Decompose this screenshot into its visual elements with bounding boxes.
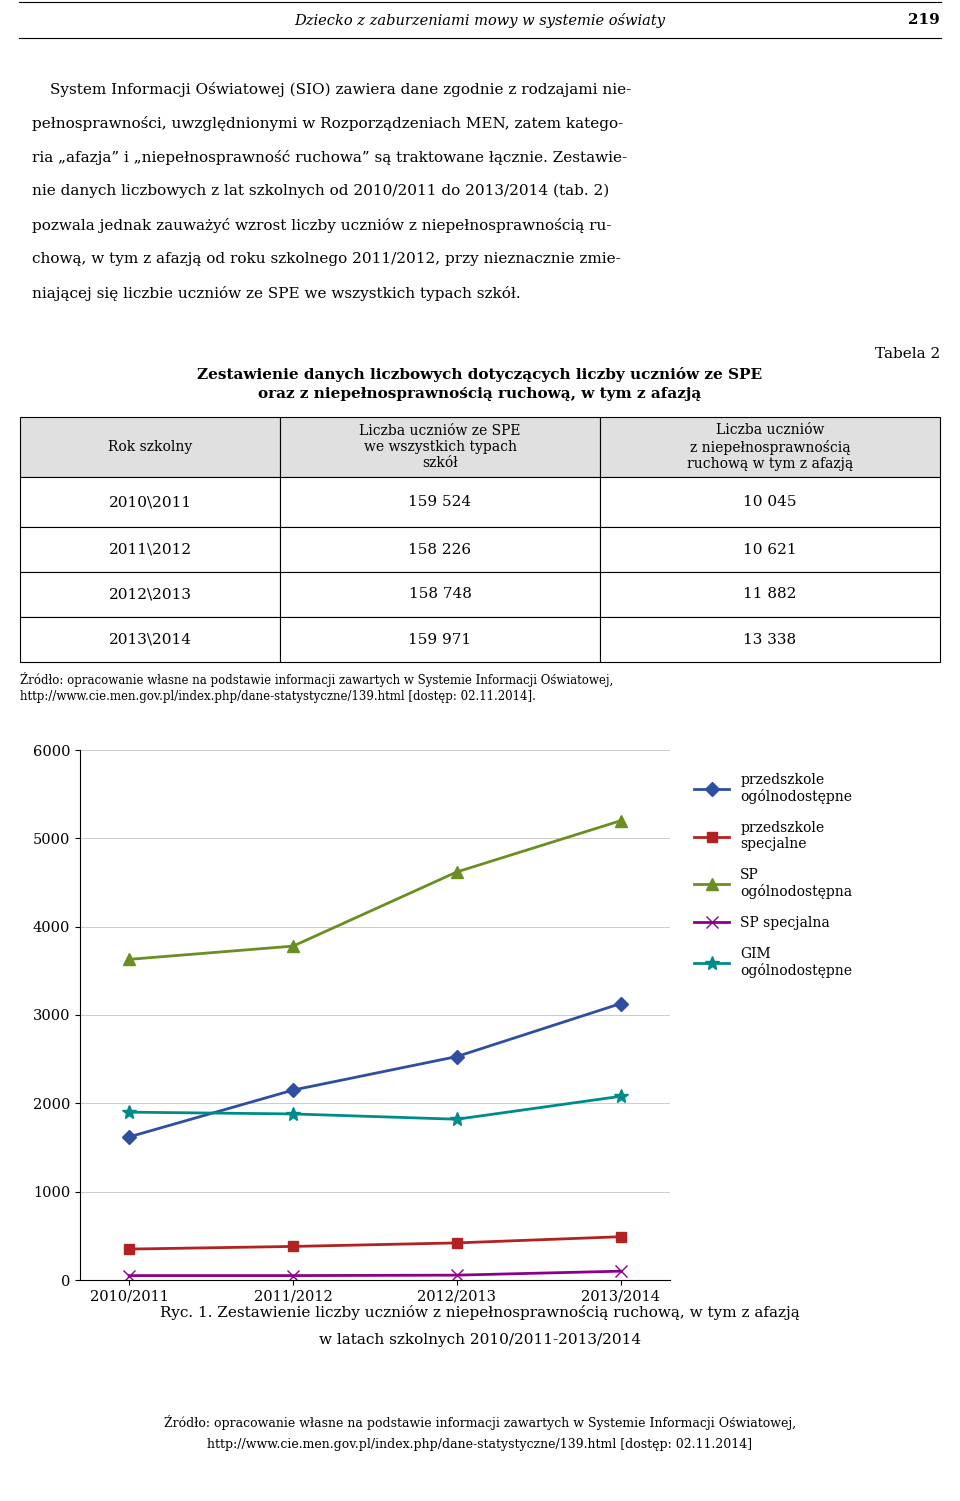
- Text: 10 045: 10 045: [743, 495, 797, 509]
- Text: 2010\2011: 2010\2011: [108, 495, 192, 509]
- Bar: [20, 617, 280, 662]
- Text: oraz z niepełnosprawnością ruchową, w tym z afazją: oraz z niepełnosprawnością ruchową, w ty…: [258, 387, 702, 401]
- Bar: [600, 477, 940, 527]
- SP
ogólnodostępna: [124, 950, 135, 968]
- Bar: [20, 527, 280, 572]
- Text: pełnosprawności, uwzględnionymi w Rozporządzeniach MEN, zatem katego-: pełnosprawności, uwzględnionymi w Rozpor…: [32, 116, 623, 131]
- przedszkole
ogólnodostępne: [287, 1081, 299, 1099]
- Bar: [20, 477, 280, 527]
- Bar: [20, 417, 940, 477]
- przedszkole
specjalne: [451, 1234, 463, 1252]
- Bar: [600, 572, 940, 617]
- SP
ogólnodostępna: [451, 863, 463, 881]
- przedszkole
ogólnodostępne: [615, 995, 627, 1013]
- Text: System Informacji Oświatowej (SIO) zawiera dane zgodnie z rodzajami nie-: System Informacji Oświatowej (SIO) zawie…: [50, 83, 632, 98]
- Text: chową, w tym z afazją od roku szkolnego 2011/2012, przy nieznacznie zmie-: chową, w tym z afazją od roku szkolnego …: [32, 252, 621, 266]
- Text: 13 338: 13 338: [743, 632, 797, 647]
- Legend: przedszkole
ogólnodostępne, przedszkole
specjalne, SP
ogólnodostępna, SP specjal: przedszkole ogólnodostępne, przedszkole …: [688, 767, 858, 983]
- Text: Źródło: opracowanie własne na podstawie informacji zawartych w Systemie Informac: Źródło: opracowanie własne na podstawie …: [164, 1415, 796, 1430]
- Text: http://www.cie.men.gov.pl/index.php/dane-statystyczne/139.html [dostęp: 02.11.20: http://www.cie.men.gov.pl/index.php/dane…: [20, 690, 536, 702]
- Bar: [280, 477, 600, 527]
- Text: ria „afazja” i „niepełnosprawność ruchowa” są traktowane łącznie. Zestawie-: ria „afazja” i „niepełnosprawność ruchow…: [32, 150, 627, 165]
- Bar: [600, 617, 940, 662]
- Bar: [280, 617, 600, 662]
- Text: pozwala jednak zauważyć wzrost liczby uczniów z niepełnosprawnością ru-: pozwala jednak zauważyć wzrost liczby uc…: [32, 218, 612, 233]
- Bar: [600, 527, 940, 572]
- Text: 158 226: 158 226: [408, 542, 471, 557]
- przedszkole
ogólnodostępne: [451, 1048, 463, 1066]
- SP
ogólnodostępna: [287, 937, 299, 955]
- Text: 159 524: 159 524: [408, 495, 471, 509]
- GIM
ogólnodostępne: [615, 1087, 627, 1105]
- Text: 159 971: 159 971: [408, 632, 471, 647]
- Bar: [20, 572, 280, 617]
- Line: SP specjalna: SP specjalna: [124, 1265, 626, 1282]
- Text: niającej się liczbie uczniów ze SPE we wszystkich typach szkół.: niającej się liczbie uczniów ze SPE we w…: [32, 287, 520, 302]
- Text: Ryc. 1. Zestawienie liczby uczniów z niepełnosprawnością ruchową, w tym z afazją: Ryc. 1. Zestawienie liczby uczniów z nie…: [160, 1304, 800, 1319]
- GIM
ogólnodostępne: [451, 1111, 463, 1129]
- Bar: [280, 527, 600, 572]
- Bar: [20, 417, 280, 477]
- Text: 2012\2013: 2012\2013: [108, 587, 191, 602]
- GIM
ogólnodostępne: [287, 1105, 299, 1123]
- przedszkole
specjalne: [124, 1240, 135, 1258]
- przedszkole
specjalne: [615, 1228, 627, 1246]
- Line: przedszkole
specjalne: przedszkole specjalne: [124, 1232, 626, 1253]
- przedszkole
ogólnodostępne: [124, 1127, 135, 1145]
- przedszkole
specjalne: [287, 1237, 299, 1255]
- Text: Liczba uczniów
z niepełnosprawnością
ruchową w tym z afazją: Liczba uczniów z niepełnosprawnością ruc…: [686, 423, 853, 471]
- Text: 2013\2014: 2013\2014: [108, 632, 191, 647]
- Text: 219: 219: [908, 14, 940, 27]
- Text: http://www.cie.men.gov.pl/index.php/dane-statystyczne/139.html [dostęp: 02.11.20: http://www.cie.men.gov.pl/index.php/dane…: [207, 1438, 753, 1451]
- Bar: [280, 572, 600, 617]
- Text: nie danych liczbowych z lat szkolnych od 2010/2011 do 2013/2014 (tab. 2): nie danych liczbowych z lat szkolnych od…: [32, 185, 610, 198]
- SP specjalna: [615, 1262, 627, 1280]
- SP specjalna: [124, 1267, 135, 1285]
- Text: Liczba uczniów ze SPE
we wszystkich typach
szkół: Liczba uczniów ze SPE we wszystkich typa…: [359, 423, 520, 470]
- Text: 2011\2012: 2011\2012: [108, 542, 192, 557]
- GIM
ogólnodostępne: [124, 1103, 135, 1121]
- Line: SP
ogólnodostępna: SP ogólnodostępna: [124, 815, 626, 965]
- Text: Tabela 2: Tabela 2: [875, 347, 940, 362]
- Text: Zestawienie danych liczbowych dotyczących liczby uczniów ze SPE: Zestawienie danych liczbowych dotyczącyc…: [198, 368, 762, 381]
- Text: Źródło: opracowanie własne na podstawie informacji zawartych w Systemie Informac: Źródło: opracowanie własne na podstawie …: [20, 672, 613, 687]
- Bar: [600, 417, 940, 477]
- Text: 11 882: 11 882: [743, 587, 797, 602]
- Line: GIM
ogólnodostępne: GIM ogólnodostępne: [122, 1090, 628, 1126]
- SP
ogólnodostępna: [615, 812, 627, 830]
- Text: w latach szkolnych 2010/2011-2013/2014: w latach szkolnych 2010/2011-2013/2014: [319, 1333, 641, 1346]
- Text: Rok szkolny: Rok szkolny: [108, 440, 192, 453]
- Text: Dziecko z zaburzeniami mowy w systemie oświaty: Dziecko z zaburzeniami mowy w systemie o…: [295, 12, 665, 27]
- Line: przedszkole
ogólnodostępne: przedszkole ogólnodostępne: [124, 998, 626, 1142]
- SP specjalna: [451, 1267, 463, 1285]
- SP specjalna: [287, 1267, 299, 1285]
- Text: 158 748: 158 748: [409, 587, 471, 602]
- Bar: [280, 417, 600, 477]
- Text: 10 621: 10 621: [743, 542, 797, 557]
